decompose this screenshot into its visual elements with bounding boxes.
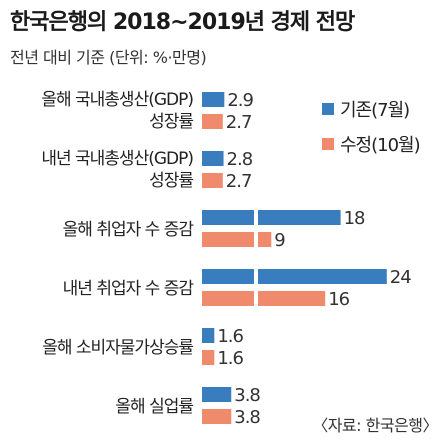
value-label: 2.7 [226,112,252,133]
value-label: 18 [344,208,365,229]
source-note: 〈자료: 한국은행〉 [312,416,438,435]
bar-revised [202,114,223,129]
bar-original [202,387,232,402]
legend-swatch-revised [322,138,334,150]
legend-item-revised: 수정(10월) [322,131,421,157]
bar-revised [202,350,215,365]
category-label: 내년 국내총생산(GDP) [41,149,193,169]
category-label: 성장률 [149,171,193,191]
bar-original [202,210,341,225]
bar-revised [202,291,326,306]
chart-subtitle: 전년 대비 기준 (단위: %·만명) [10,48,207,67]
category-label: 내년 취업자 수 증감 [63,279,195,299]
bar-revised [202,232,272,247]
value-label: 1.6 [217,348,243,369]
value-label: 16 [328,289,349,310]
value-label: 24 [390,267,411,288]
chart-title: 한국은행의 2018~2019년 경제 전망 [10,10,355,35]
value-label: 2.8 [227,149,253,170]
value-label: 3.8 [234,407,260,428]
legend-label-revised: 수정(10월) [340,135,421,156]
bar-revised [202,409,232,424]
bar-original [202,151,224,166]
bar-original [202,328,215,343]
bar-break-line [254,268,258,307]
category-label: 올해 실업률 [115,397,193,417]
category-label: 성장률 [149,112,193,132]
bar-original [202,92,225,107]
value-label: 9 [274,230,285,251]
bar-revised [202,173,223,188]
legend-item-original: 기존(7월) [322,96,410,122]
category-label: 올해 국내총생산(GDP) [41,90,193,110]
value-label: 1.6 [217,326,243,347]
value-label: 3.8 [234,385,260,406]
legend-label-original: 기존(7월) [340,100,410,121]
category-label: 올해 소비자물가상승률 [42,338,193,358]
value-label: 2.7 [226,171,252,192]
value-label: 2.9 [227,90,253,111]
legend-swatch-original [322,103,334,115]
bar-break-line [254,209,258,248]
category-label: 올해 취업자 수 증감 [63,220,195,240]
bar-original [202,269,387,284]
